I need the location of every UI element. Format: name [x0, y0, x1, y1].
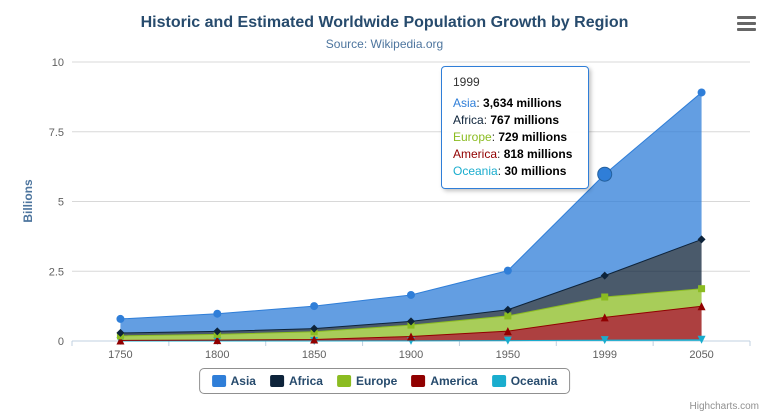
- legend-symbol: [411, 375, 426, 387]
- x-axis-tick-label: 1750: [108, 349, 132, 361]
- point-marker: [213, 309, 222, 318]
- hovered-point-marker[interactable]: [597, 166, 613, 182]
- x-axis-tick-label: 1950: [496, 349, 520, 361]
- tooltip-row-europe: Europe: 729 millions: [453, 130, 568, 144]
- point-marker: [116, 314, 125, 323]
- legend-symbol: [336, 375, 351, 387]
- point-marker: [697, 335, 706, 344]
- legend-item-africa[interactable]: Africa: [269, 374, 323, 388]
- chart-subtitle: Source: Wikipedia.org: [325, 37, 444, 51]
- area-band-africa: [120, 239, 702, 336]
- point-marker: [310, 335, 319, 344]
- menu-line: [737, 22, 756, 25]
- point-marker: [504, 312, 512, 320]
- point-marker: [697, 235, 706, 244]
- point-marker: [407, 332, 415, 341]
- point-marker: [213, 336, 222, 345]
- tooltip-row-oceania: Oceania: 30 millions: [453, 164, 567, 178]
- x-axis-tick-label: 1850: [302, 349, 326, 361]
- tooltip: 1999 Asia: 3,634 millions Africa: 767 mil…: [441, 66, 589, 189]
- point-marker: [600, 313, 609, 322]
- point-marker: [600, 336, 609, 345]
- hamburger-menu-icon[interactable]: [737, 16, 756, 31]
- credits-link[interactable]: Highcharts.com: [689, 401, 759, 412]
- point-marker: [503, 327, 512, 336]
- point-marker: [116, 336, 125, 345]
- point-marker: [407, 317, 415, 326]
- point-marker: [503, 266, 512, 275]
- x-axis-tick-label: 1900: [399, 349, 423, 361]
- y-axis-tick-label: 2.5: [49, 266, 64, 278]
- menu-line: [737, 28, 756, 31]
- legend-item-oceania[interactable]: Oceania: [491, 374, 558, 388]
- y-axis-tick-label: 5: [58, 197, 64, 209]
- tooltip-header: 1999: [453, 75, 480, 89]
- tooltip-rows: Asia: 3,634 millions Africa: 767 millions…: [453, 95, 577, 180]
- legend-symbol: [269, 375, 284, 387]
- x-axis-tick-label: 2050: [689, 349, 713, 361]
- x-axis-tick-label: 1999: [592, 349, 616, 361]
- legend: Asia Africa Europe America Oceania: [198, 368, 571, 394]
- point-marker: [407, 290, 415, 299]
- point-marker: [697, 302, 706, 311]
- y-axis-tick-label: 0: [58, 336, 64, 348]
- legend-label: Asia: [230, 374, 256, 388]
- area-band-asia: [120, 92, 702, 333]
- point-marker: [600, 271, 609, 280]
- y-axis-tick-label: 7.5: [49, 127, 64, 139]
- legend-label: Oceania: [510, 374, 558, 388]
- point-marker: [310, 324, 319, 333]
- point-marker: [310, 302, 319, 311]
- tooltip-row-america: America: 818 millions: [453, 147, 573, 161]
- legend-symbol: [491, 375, 506, 387]
- point-marker: [213, 327, 222, 336]
- legend-item-europe[interactable]: Europe: [336, 374, 398, 388]
- legend-symbol: [211, 375, 226, 387]
- tooltip-row-asia: Asia: 3,634 millions: [453, 96, 562, 110]
- x-axis-tick-label: 1800: [205, 349, 229, 361]
- legend-label: Europe: [355, 374, 398, 388]
- point-marker: [601, 293, 609, 301]
- point-marker: [698, 285, 706, 293]
- y-axis-tick-label: 10: [52, 57, 64, 69]
- tooltip-row-africa: Africa: 767 millions: [453, 113, 560, 127]
- chart-title: Historic and Estimated Worldwide Populat…: [140, 14, 629, 31]
- point-marker: [116, 328, 125, 337]
- point-marker: [503, 336, 512, 345]
- point-marker: [503, 305, 512, 314]
- menu-line: [737, 16, 756, 19]
- legend-item-america[interactable]: America: [411, 374, 478, 388]
- legend-item-asia[interactable]: Asia: [211, 374, 256, 388]
- legend-label: Africa: [288, 374, 323, 388]
- legend-label: America: [430, 374, 478, 388]
- area-band-america: [120, 306, 702, 341]
- point-marker: [697, 88, 706, 97]
